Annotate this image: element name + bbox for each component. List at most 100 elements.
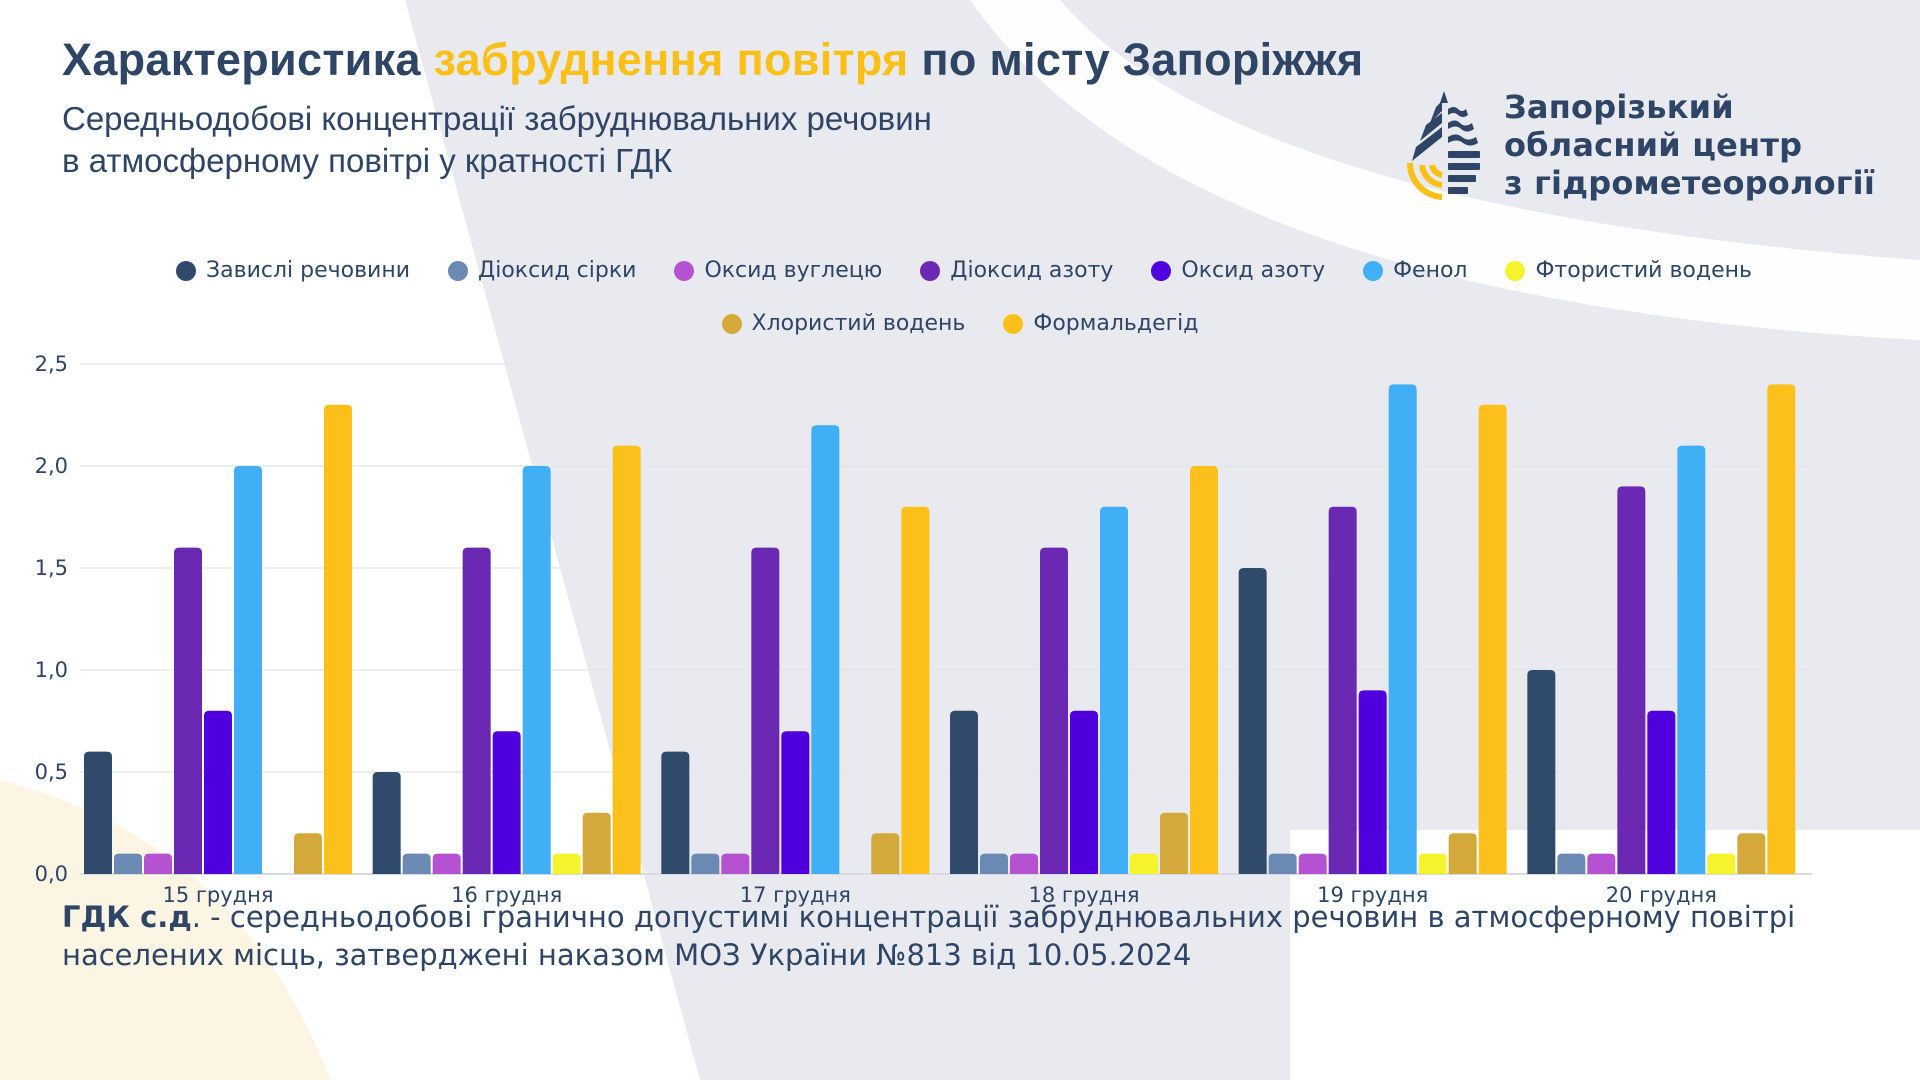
y-tick-label: 0,0	[35, 862, 68, 886]
legend-item[interactable]: Фенол	[1363, 258, 1467, 283]
bar	[1418, 853, 1447, 874]
bar	[1238, 568, 1267, 874]
chart-legend-row-2: Хлористий водень Формальдегід	[0, 311, 1920, 336]
legend-item[interactable]: Діоксид сірки	[448, 258, 636, 283]
bar	[1557, 853, 1586, 874]
x-tick-label: 16 грудня	[451, 883, 562, 907]
bar	[1100, 506, 1128, 874]
bar	[294, 833, 322, 874]
legend-color-dot-icon	[1363, 260, 1384, 281]
bar	[612, 445, 641, 874]
x-tick-label: 19 грудня	[1317, 883, 1428, 907]
legend-item[interactable]: Завислі речовини	[176, 258, 410, 283]
y-axis-ticks: 0,0 0,5 1,0 1,5 2,0 2,5	[35, 352, 68, 886]
bar	[811, 425, 840, 874]
legend-color-dot-icon	[1505, 260, 1526, 281]
bar	[1040, 547, 1068, 874]
bar	[1298, 853, 1327, 874]
bar	[234, 466, 262, 874]
organization-name-line-3: з гідрометеорології	[1504, 164, 1876, 202]
legend-label: Формальдегід	[1033, 311, 1199, 336]
bar	[1737, 833, 1766, 874]
legend-label: Фтористий водень	[1535, 258, 1752, 283]
bar	[1070, 710, 1098, 874]
background-warm-arc	[0, 780, 330, 1080]
title-accent: забруднення повітря	[433, 34, 909, 85]
legend-item[interactable]: Оксид вуглецю	[674, 258, 882, 283]
bar	[751, 547, 780, 874]
subtitle-line-2: в атмосферному повітрі у кратності ГДК	[62, 142, 673, 179]
legend-item[interactable]: Фтористий водень	[1505, 258, 1752, 283]
bar	[492, 731, 521, 874]
bar	[871, 833, 900, 874]
bar	[84, 751, 112, 874]
bar	[204, 710, 232, 874]
title-part-1: Характеристика	[62, 34, 434, 85]
footnote-line-2: населених місць, затверджені наказом МОЗ…	[62, 938, 1192, 972]
chart-bars	[84, 384, 1796, 874]
legend-color-dot-icon	[1151, 260, 1172, 281]
legend-color-dot-icon	[721, 313, 742, 334]
legend-item[interactable]: Діоксид азоту	[920, 258, 1113, 283]
bar	[114, 853, 142, 874]
legend-item[interactable]: Хлористий водень	[721, 311, 966, 336]
x-tick-label: 17 грудня	[740, 883, 851, 907]
bar	[1190, 466, 1218, 874]
x-tick-label: 20 грудня	[1606, 883, 1717, 907]
legend-color-dot-icon	[176, 260, 197, 281]
y-tick-label: 1,0	[35, 658, 68, 682]
footnote-line-1: ГДК с.д. - середньодобові гранично допус…	[62, 898, 1795, 936]
bar	[691, 853, 720, 874]
bar	[1160, 812, 1188, 874]
footnote-definition: . - середньодобові гранично допустимі ко…	[191, 900, 1796, 934]
bar	[1268, 853, 1297, 874]
organization-name-line-2: обласний центр	[1504, 126, 1803, 164]
bar	[462, 547, 491, 874]
organization-name: Запорізький обласний центр з гідрометеор…	[1504, 88, 1875, 202]
y-tick-label: 2,0	[35, 454, 68, 478]
bar	[1587, 853, 1616, 874]
y-tick-label: 2,5	[35, 352, 68, 376]
footnote-term: ГДК с.д	[62, 900, 192, 934]
legend-item[interactable]: Оксид азоту	[1151, 258, 1325, 283]
legend-color-dot-icon	[674, 260, 695, 281]
x-tick-label: 15 грудня	[162, 883, 273, 907]
legend-label: Діоксид сірки	[478, 258, 637, 283]
page-subtitle: Середньодобові концентрації забруднюваль…	[62, 98, 932, 182]
bar	[1328, 506, 1357, 874]
y-tick-label: 0,5	[35, 760, 68, 784]
bar	[1617, 486, 1646, 874]
legend-label: Фенол	[1393, 258, 1468, 283]
bar	[721, 853, 750, 874]
bar	[402, 853, 431, 874]
y-tick-label: 1,5	[35, 556, 68, 580]
bar	[432, 853, 461, 874]
bar	[1767, 384, 1796, 874]
bar	[1647, 710, 1676, 874]
bar	[1448, 833, 1477, 874]
organization-name-line-1: Запорізький	[1504, 88, 1734, 126]
bar	[1707, 853, 1736, 874]
organization-logo: Запорізький обласний центр з гідрометеор…	[1404, 88, 1875, 202]
legend-item[interactable]: Формальдегід	[1003, 311, 1199, 336]
bar	[1010, 853, 1038, 874]
bar	[781, 731, 810, 874]
chart-gridlines	[80, 363, 1812, 875]
legend-label: Хлористий водень	[751, 311, 966, 336]
bar	[324, 404, 352, 874]
bar	[174, 547, 202, 874]
title-part-2: по місту Запоріжжя	[908, 34, 1364, 85]
bar	[1130, 853, 1158, 874]
page-title: Характеристика забруднення повітря по мі…	[62, 34, 1363, 86]
bar	[1478, 404, 1507, 874]
legend-label: Оксид азоту	[1181, 258, 1326, 283]
legend-label: Завислі речовини	[206, 258, 411, 283]
bar	[980, 853, 1008, 874]
bar	[372, 772, 401, 874]
x-axis-ticks: 15 грудня 16 грудня 17 грудня 18 грудня 19 г…	[162, 883, 1716, 907]
water-drop-logo-icon	[1406, 91, 1480, 200]
background-white-arc	[970, 0, 1920, 340]
chart-legend-row-1: Завислі речовини Діоксид сірки Оксид вугле…	[0, 258, 1920, 283]
subtitle-line-1: Середньодобові концентрації забруднюваль…	[62, 100, 932, 137]
